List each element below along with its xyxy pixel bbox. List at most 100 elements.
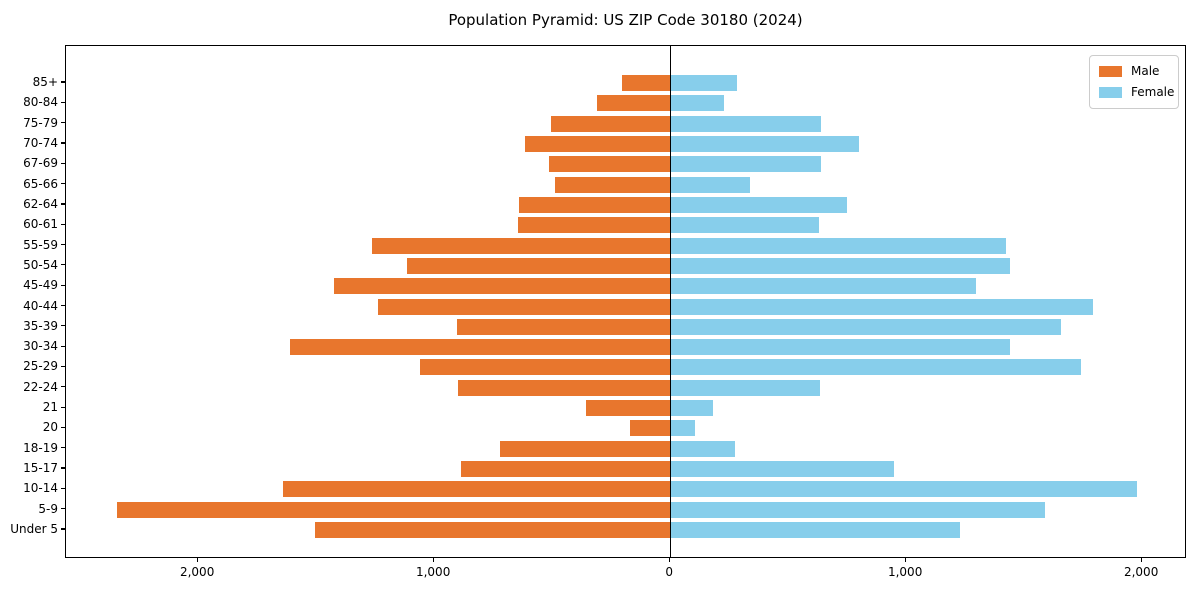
bar-male-65-66 <box>554 176 671 193</box>
y-tick-label: 40-44 <box>23 298 58 313</box>
x-tick-label: 2,000 <box>1123 565 1159 579</box>
bar-male-40-44 <box>377 298 671 315</box>
bar-female-65-66 <box>670 176 751 193</box>
y-tick-mark <box>61 142 65 144</box>
y-tick-mark <box>61 243 65 246</box>
y-tick-mark <box>61 447 65 449</box>
bar-female-85+ <box>670 75 738 91</box>
x-tick-mark <box>196 558 198 562</box>
bar-female-Under 5 <box>670 522 961 539</box>
y-tick-label: 21 <box>42 400 58 415</box>
x-tick-mark <box>668 558 670 562</box>
bar-female-75-79 <box>670 115 822 132</box>
y-tick-mark <box>61 304 65 307</box>
y-tick-label: 50-54 <box>23 257 58 272</box>
legend: Male Female <box>1089 55 1179 109</box>
bar-male-18-19 <box>500 440 671 457</box>
bar-male-55-59 <box>371 237 671 254</box>
legend-swatch-female <box>1099 86 1122 98</box>
y-tick-label: 25-29 <box>23 359 58 374</box>
y-tick-mark <box>61 406 65 408</box>
x-tick-label: 2,000 <box>179 565 215 579</box>
bar-male-22-24 <box>457 379 671 396</box>
bar-male-75-79 <box>550 115 671 132</box>
y-tick-label: 70-74 <box>23 135 58 150</box>
y-tick-mark <box>61 345 65 347</box>
legend-swatch-male <box>1099 65 1122 77</box>
bar-male-60-61 <box>517 217 671 234</box>
x-tick-label: 1,000 <box>415 565 451 579</box>
x-tick-label: 1,000 <box>887 565 923 579</box>
y-tick-mark <box>61 508 65 510</box>
bar-male-45-49 <box>333 278 671 295</box>
bar-female-25-29 <box>670 359 1081 376</box>
y-tick-mark <box>61 386 65 388</box>
y-tick-label: 30-34 <box>23 339 58 354</box>
bar-male-35-39 <box>456 318 671 335</box>
legend-label-male: Male <box>1131 64 1160 78</box>
y-tick-mark <box>61 528 65 530</box>
y-tick-label: 10-14 <box>23 481 58 496</box>
y-tick-label: Under 5 <box>10 522 58 537</box>
x-tick-mark <box>904 558 906 562</box>
y-tick-mark <box>61 467 65 469</box>
y-tick-label: 60-61 <box>23 217 58 232</box>
bar-female-70-74 <box>670 135 859 152</box>
bar-female-35-39 <box>670 318 1061 335</box>
x-tick-label: 0 <box>665 565 673 579</box>
y-tick-mark <box>61 203 65 205</box>
bar-male-Under 5 <box>314 522 671 539</box>
y-tick-mark <box>61 81 65 83</box>
bar-female-50-54 <box>670 257 1010 274</box>
x-tick-mark <box>432 558 434 562</box>
y-tick-label: 20 <box>42 420 58 435</box>
bar-female-80-84 <box>670 95 725 112</box>
y-tick-label: 85+ <box>32 75 58 89</box>
bar-male-15-17 <box>461 461 671 478</box>
bar-female-22-24 <box>670 379 821 396</box>
zero-baseline <box>669 46 671 557</box>
bar-female-40-44 <box>670 298 1093 315</box>
bar-male-80-84 <box>597 95 671 112</box>
bar-male-67-69 <box>548 156 671 173</box>
bar-female-20 <box>670 420 695 437</box>
y-tick-label: 5-9 <box>38 501 58 516</box>
bar-male-85+ <box>621 75 671 91</box>
bar-female-67-69 <box>670 156 822 173</box>
plot-area: Male Female <box>65 45 1186 558</box>
y-tick-mark <box>61 365 65 368</box>
y-tick-label: 35-39 <box>23 318 58 333</box>
legend-entry-female: Female <box>1099 85 1174 99</box>
y-tick-label: 55-59 <box>23 237 58 252</box>
bar-male-62-64 <box>519 196 671 213</box>
y-tick-mark <box>61 325 65 327</box>
y-tick-mark <box>61 487 65 489</box>
y-tick-label: 45-49 <box>23 278 58 293</box>
y-tick-mark <box>61 284 65 286</box>
y-tick-label: 22-24 <box>23 379 58 394</box>
y-tick-mark <box>61 122 65 124</box>
bar-male-20 <box>630 420 671 437</box>
bar-female-60-61 <box>670 217 819 234</box>
legend-label-female: Female <box>1131 85 1175 99</box>
bar-male-50-54 <box>407 257 671 274</box>
y-tick-label: 15-17 <box>23 461 58 476</box>
y-tick-label: 80-84 <box>23 95 58 110</box>
bar-male-10-14 <box>283 481 671 498</box>
bar-female-62-64 <box>670 196 848 213</box>
bar-female-30-34 <box>670 339 1010 356</box>
y-tick-mark <box>61 426 65 429</box>
y-tick-label: 62-64 <box>23 196 58 211</box>
bar-female-15-17 <box>670 461 895 478</box>
chart-title: Population Pyramid: US ZIP Code 30180 (2… <box>448 11 803 29</box>
bar-female-45-49 <box>670 278 976 295</box>
y-tick-mark <box>61 162 65 164</box>
bar-female-55-59 <box>670 237 1007 254</box>
y-tick-mark <box>61 223 65 225</box>
bar-male-21 <box>586 400 671 417</box>
y-tick-label: 75-79 <box>23 115 58 130</box>
y-tick-mark <box>61 101 65 103</box>
bar-male-25-29 <box>420 359 671 376</box>
x-tick-mark <box>1140 558 1142 562</box>
